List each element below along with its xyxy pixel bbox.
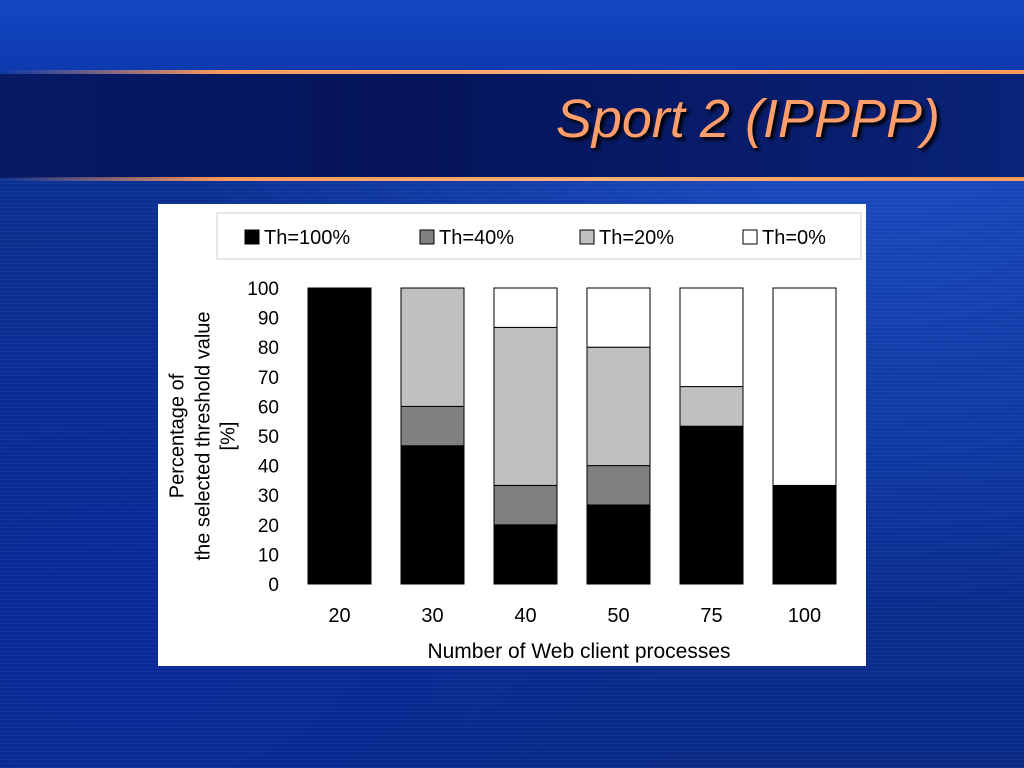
y-tick-label: 0	[268, 575, 279, 596]
chart-panel: Th=100% Th=40% Th=20% Th=0% 0 10 20 30 40 50 60 70…	[158, 204, 866, 666]
bars	[307, 287, 837, 585]
y-axis-label-line: [%]	[217, 422, 239, 451]
y-axis: 0 10 20 30 40 50 60 70 80 90 100	[247, 279, 279, 596]
top-accent-rule	[0, 70, 1024, 74]
slide-title: Sport 2 (IPPPP)	[555, 89, 940, 149]
bar-segment	[772, 287, 837, 486]
bar-segment	[586, 504, 651, 585]
legend-label: Th=20%	[599, 227, 674, 249]
y-tick-label: 90	[258, 309, 279, 330]
x-tick-label: 75	[700, 605, 722, 627]
legend-label: Th=0%	[762, 227, 826, 249]
y-tick-label: 60	[258, 397, 279, 418]
x-tick-label: 40	[514, 605, 536, 627]
bar-segment	[493, 524, 558, 585]
legend-label: Th=40%	[439, 227, 514, 249]
y-tick-label: 80	[258, 338, 279, 359]
y-axis-label: Percentage of the selected threshold valu…	[166, 311, 239, 560]
y-axis-label-line: the selected threshold value	[192, 311, 214, 560]
bar-segment	[400, 405, 465, 447]
bar-segment	[586, 287, 651, 348]
bar-segment	[679, 287, 744, 388]
x-tick-label: 20	[328, 605, 350, 627]
bar-segment	[493, 326, 558, 486]
legend-swatch	[244, 229, 260, 245]
y-tick-label: 40	[258, 457, 279, 478]
x-axis: 20 30 40 50 75 100	[328, 605, 821, 627]
bar-segment	[679, 386, 744, 427]
bar-segment	[586, 465, 651, 506]
y-tick-label: 70	[258, 368, 279, 389]
y-tick-label: 100	[247, 279, 279, 300]
bar-segment	[493, 484, 558, 526]
bar-segment	[679, 425, 744, 585]
bar-segment	[493, 287, 558, 328]
y-axis-label-line: Percentage of	[166, 373, 188, 498]
bar-segment	[400, 445, 465, 585]
x-tick-label: 30	[421, 605, 443, 627]
x-tick-label: 50	[607, 605, 629, 627]
top-band	[0, 0, 1024, 72]
legend-swatch	[742, 229, 758, 245]
bar-segment	[772, 484, 837, 585]
bottom-accent-rule	[0, 177, 1024, 181]
y-tick-label: 50	[258, 427, 279, 448]
y-tick-label: 30	[258, 486, 279, 507]
x-tick-label: 100	[788, 605, 821, 627]
y-tick-label: 10	[258, 545, 279, 566]
legend: Th=100% Th=40% Th=20% Th=0%	[244, 227, 826, 249]
legend-swatch	[579, 229, 595, 245]
legend-swatch	[419, 229, 435, 245]
bar-segment	[400, 287, 465, 407]
stacked-bar-chart: Th=100% Th=40% Th=20% Th=0% 0 10 20 30 40 50 60 70…	[166, 212, 862, 663]
title-band	[0, 74, 1024, 178]
y-tick-label: 20	[258, 516, 279, 537]
bar-segment	[307, 287, 372, 585]
x-axis-label: Number of Web client processes	[427, 640, 730, 663]
bar-segment	[586, 346, 651, 467]
legend-label: Th=100%	[264, 227, 350, 249]
